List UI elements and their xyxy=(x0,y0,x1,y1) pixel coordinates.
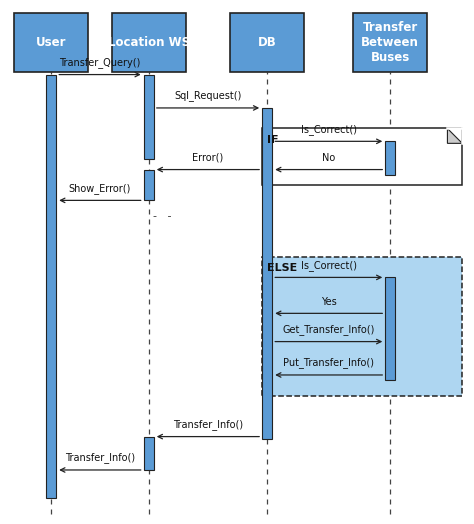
Text: -   -: - - xyxy=(154,211,172,221)
Text: Transfer_Info(): Transfer_Info() xyxy=(173,419,243,430)
Text: Error(): Error() xyxy=(192,153,224,163)
Bar xyxy=(144,74,154,159)
Text: No: No xyxy=(322,153,336,163)
Text: Transfer_Query(): Transfer_Query() xyxy=(59,57,141,68)
Text: ELSE: ELSE xyxy=(267,263,298,273)
Polygon shape xyxy=(447,128,462,144)
Text: Transfer
Between
Buses: Transfer Between Buses xyxy=(361,21,419,64)
Text: Yes: Yes xyxy=(321,297,337,307)
Bar xyxy=(144,170,154,200)
Bar xyxy=(262,108,272,439)
Bar xyxy=(385,141,395,174)
Text: DB: DB xyxy=(258,36,276,49)
Text: Is_Correct(): Is_Correct() xyxy=(301,260,357,271)
Text: Sql_Request(): Sql_Request() xyxy=(174,90,242,101)
Text: Transfer_Info(): Transfer_Info() xyxy=(65,452,135,463)
Bar xyxy=(111,13,186,72)
Bar xyxy=(14,13,88,72)
Text: Get_Transfer_Info(): Get_Transfer_Info() xyxy=(283,324,375,335)
Bar xyxy=(230,13,304,72)
Bar xyxy=(46,74,56,498)
Bar xyxy=(262,128,462,185)
Text: User: User xyxy=(36,36,66,49)
Bar xyxy=(262,257,462,396)
Text: IF: IF xyxy=(267,135,279,145)
Text: Show_Error(): Show_Error() xyxy=(69,183,131,194)
Text: Is_Correct(): Is_Correct() xyxy=(301,124,357,135)
Text: Put_Transfer_Info(): Put_Transfer_Info() xyxy=(283,357,374,368)
Bar xyxy=(385,277,395,380)
Bar xyxy=(353,13,428,72)
Text: Location WS: Location WS xyxy=(108,36,190,49)
Bar xyxy=(144,436,154,470)
